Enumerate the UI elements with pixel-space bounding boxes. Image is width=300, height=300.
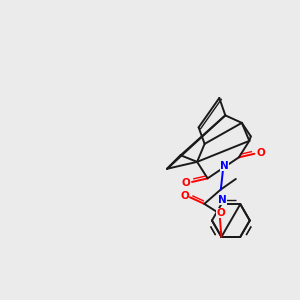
Text: O: O — [216, 208, 225, 218]
Text: O: O — [256, 148, 265, 158]
Text: O: O — [182, 178, 190, 188]
Text: N: N — [220, 161, 229, 171]
Text: N: N — [218, 195, 227, 205]
Text: O: O — [180, 191, 189, 201]
